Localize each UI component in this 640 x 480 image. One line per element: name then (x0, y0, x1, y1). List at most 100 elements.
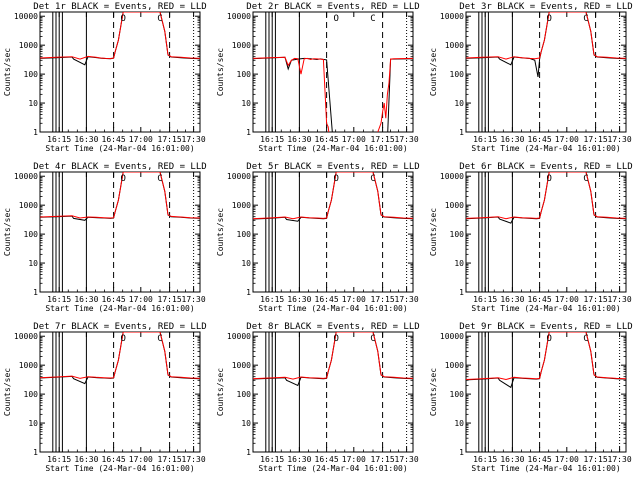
y-tick-label: 1000 (232, 201, 251, 210)
series-lld (40, 332, 200, 379)
y-tick-label: 1000 (19, 201, 38, 210)
y-tick-label: 10000 (440, 172, 464, 181)
y-tick-label: 10000 (14, 332, 38, 341)
x-tick-label: 17:15 (584, 135, 608, 144)
detector-panel-2: Det 2r BLACK = Events, RED = LLD 1 10 100 10… (216, 2, 420, 153)
y-tick-label: 100 (450, 390, 465, 399)
x-axis-label: Start Time (24-Mar-04 16:01:00) (258, 144, 407, 153)
marker-c: C (583, 174, 588, 184)
x-tick-label: 17:15 (158, 295, 182, 304)
y-tick-label: 1000 (19, 41, 38, 50)
y-tick-label: 1 (246, 128, 251, 137)
y-axis-label: Counts/sec (3, 208, 12, 256)
x-tick-label: 17:15 (371, 455, 395, 464)
detector-panel-1: Det 1r BLACK = Events, RED = LLD 1 10 100 10… (3, 2, 207, 153)
marker-o: O (120, 334, 125, 344)
panel-title: Det 8r BLACK = Events, RED = LLD (246, 322, 419, 332)
y-tick-label: 100 (24, 70, 39, 79)
panel-title: Det 3r BLACK = Events, RED = LLD (459, 2, 632, 12)
y-axis-label: Counts/sec (3, 48, 12, 96)
plot-frame (465, 11, 627, 133)
x-axis-label: Start Time (24-Mar-04 16:01:00) (45, 464, 194, 473)
marker-o: O (333, 14, 338, 24)
x-tick-label: 17:00 (555, 295, 579, 304)
y-tick-label: 10000 (14, 12, 38, 21)
x-tick-label: 17:15 (371, 295, 395, 304)
x-tick-label: 16:15 (473, 455, 497, 464)
y-axis-label: Counts/sec (216, 208, 225, 256)
y-axis-label: Counts/sec (429, 48, 438, 96)
marker-c: C (157, 174, 162, 184)
y-tick-label: 100 (24, 230, 39, 239)
y-tick-label: 10000 (440, 332, 464, 341)
panel-title: Det 5r BLACK = Events, RED = LLD (246, 162, 419, 172)
x-tick-label: 17:00 (129, 455, 153, 464)
x-tick-label: 17:15 (158, 135, 182, 144)
x-tick-label: 17:15 (158, 455, 182, 464)
y-tick-label: 10000 (440, 12, 464, 21)
x-tick-label: 17:30 (608, 295, 632, 304)
x-tick-label: 17:00 (129, 295, 153, 304)
y-tick-label: 1 (33, 288, 38, 297)
x-tick-label: 17:30 (182, 135, 206, 144)
x-tick-label: 17:30 (608, 455, 632, 464)
x-tick-label: 16:15 (47, 295, 71, 304)
x-tick-label: 16:30 (500, 135, 524, 144)
marker-c: C (370, 174, 375, 184)
plot-frame (39, 331, 201, 453)
x-tick-label: 16:45 (528, 135, 552, 144)
x-tick-label: 16:15 (260, 135, 284, 144)
x-axis-label: Start Time (24-Mar-04 16:01:00) (471, 464, 620, 473)
plot-frame (39, 171, 201, 293)
y-axis-label: Counts/sec (429, 368, 438, 416)
plot-frame (465, 171, 627, 293)
y-tick-label: 100 (450, 230, 465, 239)
plot-frame (252, 11, 414, 133)
x-axis-label: Start Time (24-Mar-04 16:01:00) (471, 304, 620, 313)
y-tick-label: 100 (450, 70, 465, 79)
marker-o: O (546, 174, 551, 184)
y-tick-label: 100 (237, 70, 252, 79)
x-tick-label: 17:15 (584, 455, 608, 464)
marker-c: C (583, 334, 588, 344)
x-tick-label: 16:30 (74, 295, 98, 304)
series-lld (466, 12, 626, 60)
series-lld (466, 332, 626, 381)
x-axis-label: Start Time (24-Mar-04 16:01:00) (45, 304, 194, 313)
y-tick-label: 1000 (232, 361, 251, 370)
y-tick-label: 1 (459, 448, 464, 457)
marker-c: C (157, 334, 162, 344)
marker-c: C (370, 334, 375, 344)
detector-panel-5: Det 5r BLACK = Events, RED = LLD 1 10 100 10… (216, 162, 420, 313)
marker-o: O (333, 174, 338, 184)
marker-o: O (546, 334, 551, 344)
x-tick-label: 16:15 (260, 455, 284, 464)
y-tick-label: 1 (33, 128, 38, 137)
series-lld (253, 56, 413, 132)
plot-frame (465, 331, 627, 453)
series-events (253, 56, 413, 132)
x-tick-label: 17:00 (342, 295, 366, 304)
y-tick-label: 10 (28, 419, 38, 428)
x-tick-label: 16:45 (315, 295, 339, 304)
series-lld (40, 12, 200, 60)
x-tick-label: 16:15 (260, 295, 284, 304)
y-tick-label: 10000 (227, 172, 251, 181)
marker-o: O (546, 14, 551, 24)
y-tick-label: 1000 (232, 41, 251, 50)
y-tick-label: 1 (459, 128, 464, 137)
x-tick-label: 16:30 (74, 455, 98, 464)
y-tick-label: 10 (241, 419, 251, 428)
panel-title: Det 7r BLACK = Events, RED = LLD (33, 322, 206, 332)
x-tick-label: 17:30 (395, 455, 419, 464)
x-tick-label: 17:00 (555, 135, 579, 144)
x-tick-label: 16:45 (102, 455, 126, 464)
y-tick-label: 1000 (445, 41, 464, 50)
x-tick-label: 16:15 (473, 135, 497, 144)
y-tick-label: 10000 (227, 332, 251, 341)
